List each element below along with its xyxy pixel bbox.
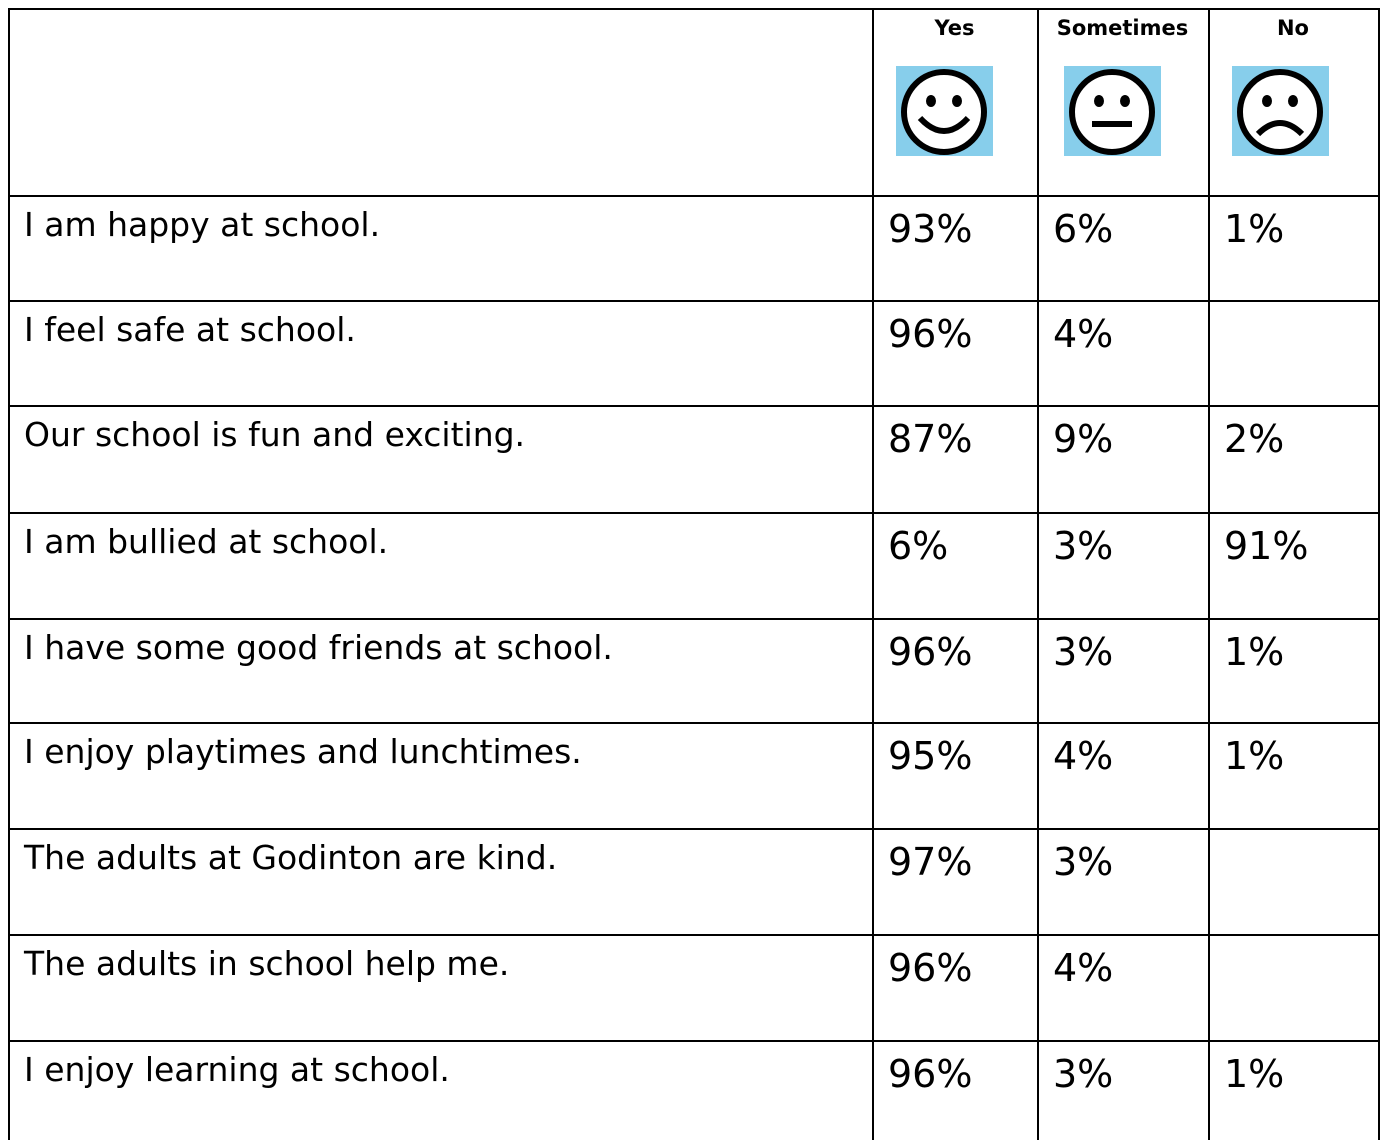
column-border [1378, 8, 1380, 1140]
percentage: 2% [1224, 417, 1285, 461]
row-border [8, 828, 1380, 830]
column-header: Yes [934, 16, 975, 40]
percentage: 6% [888, 524, 949, 568]
row-border [8, 300, 1380, 302]
row-border [8, 8, 1380, 10]
percentage: 1% [1224, 630, 1285, 674]
column-border [8, 8, 10, 1140]
percentage: 4% [1053, 312, 1114, 356]
statement: I enjoy learning at school. [24, 1050, 450, 1089]
percentage: 96% [888, 946, 973, 990]
statement: I am bullied at school. [24, 522, 389, 561]
percentage: 1% [1224, 734, 1285, 778]
column-header: No [1276, 16, 1309, 40]
row-border [8, 1040, 1380, 1042]
statement: I am happy at school. [24, 205, 381, 244]
percentage: 3% [1053, 840, 1114, 884]
percentage: 93% [888, 207, 973, 251]
neutral-face-icon [1064, 66, 1161, 156]
statement: I have some good friends at school. [24, 628, 613, 667]
statement: The adults in school help me. [24, 944, 510, 983]
statement: Our school is fun and exciting. [24, 415, 526, 454]
statement: The adults at Godinton are kind. [24, 838, 558, 877]
column-header: Sometimes [1056, 16, 1189, 40]
percentage: 3% [1053, 524, 1114, 568]
percentage: 9% [1053, 417, 1114, 461]
percentage: 96% [888, 312, 973, 356]
percentage: 4% [1053, 946, 1114, 990]
column-border [1037, 8, 1039, 1140]
percentage: 3% [1053, 1052, 1114, 1096]
column-border [1208, 8, 1210, 1140]
percentage: 1% [1224, 207, 1285, 251]
percentage: 96% [888, 630, 973, 674]
percentage: 4% [1053, 734, 1114, 778]
row-border [8, 512, 1380, 514]
happy-face-icon [896, 66, 993, 156]
row-border [8, 722, 1380, 724]
statement: I feel safe at school. [24, 310, 356, 349]
percentage: 95% [888, 734, 973, 778]
percentage: 6% [1053, 207, 1114, 251]
percentage: 91% [1224, 524, 1309, 568]
row-border [8, 618, 1380, 620]
statement: I enjoy playtimes and lunchtimes. [24, 732, 582, 771]
percentage: 3% [1053, 630, 1114, 674]
percentage: 1% [1224, 1052, 1285, 1096]
row-border [8, 405, 1380, 407]
percentage: 97% [888, 840, 973, 884]
percentage: 96% [888, 1052, 973, 1096]
sad-face-icon [1232, 66, 1329, 156]
row-border [8, 934, 1380, 936]
percentage: 87% [888, 417, 973, 461]
column-border [872, 8, 874, 1140]
row-border [8, 195, 1380, 197]
